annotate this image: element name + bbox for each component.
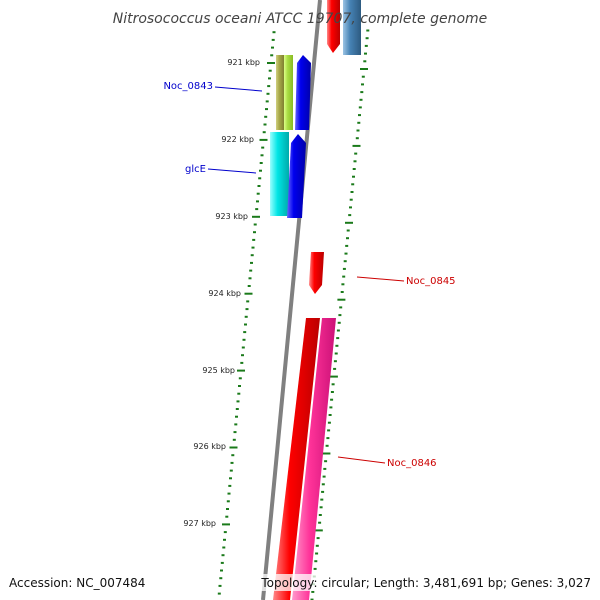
gene-yellowgreen <box>284 55 293 130</box>
gene-label-glce[interactable]: glcE <box>185 164 206 175</box>
footer-accession-bg <box>6 574 148 591</box>
gene-cyan-left <box>270 132 289 216</box>
gene-steelblue-top <box>343 0 361 55</box>
footer-topology: Topology: circular; Length: 3,481,691 bp… <box>260 576 591 590</box>
tick-label-922: 922 kbp <box>221 135 254 144</box>
outer-tick-ring <box>310 29 370 600</box>
footer-accession: Accession: NC_007484 <box>9 576 145 590</box>
gene-label-noc-0845[interactable]: Noc_0845 <box>406 276 456 287</box>
gene-glce-forward <box>287 134 306 218</box>
gene-noc-0845-reverse <box>309 252 324 294</box>
leader-line-glce <box>207 168 257 174</box>
leader-line-noc-0845 <box>356 276 405 282</box>
gene-label-noc-0846[interactable]: Noc_0846 <box>387 458 437 469</box>
gene-noc-0846-b <box>292 318 336 600</box>
gene-red-top-reverse <box>327 0 340 53</box>
tick-label-925: 925 kbp <box>202 366 235 375</box>
genome-backbone <box>261 0 322 600</box>
gene-noc-0843-forward <box>295 55 311 130</box>
tick-label-921: 921 kbp <box>227 58 260 67</box>
tick-label-927: 927 kbp <box>183 519 216 528</box>
footer-topology-bg <box>258 574 594 591</box>
gene-noc-0846-a <box>273 318 320 600</box>
gene-label-noc-0843[interactable]: Noc_0843 <box>163 81 213 92</box>
leader-line-noc-0846 <box>337 456 386 464</box>
gene-olive-left <box>276 55 284 130</box>
inner-tick-ring <box>217 31 276 595</box>
tick-label-926: 926 kbp <box>193 442 226 451</box>
tick-label-924: 924 kbp <box>208 289 241 298</box>
tick-label-923: 923 kbp <box>215 212 248 221</box>
leader-line-noc-0843 <box>214 86 263 92</box>
map-title: Nitrosococcus oceani ATCC 19707, complet… <box>113 11 488 27</box>
